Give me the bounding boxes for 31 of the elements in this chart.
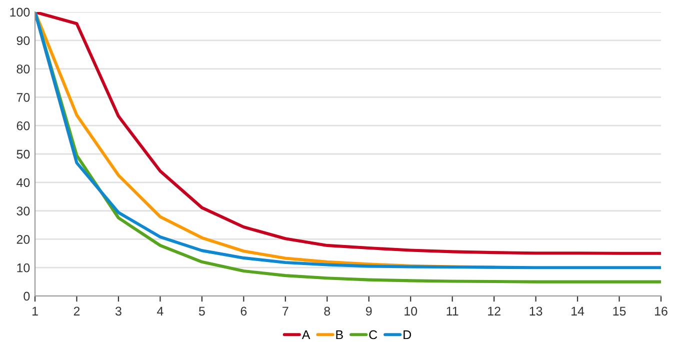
x-tick-label: 10 bbox=[404, 306, 418, 316]
x-tick-label: 1 bbox=[32, 306, 38, 316]
x-tick-label: 7 bbox=[282, 306, 288, 316]
x-tick-label: 14 bbox=[572, 306, 584, 316]
legend-label: A bbox=[302, 330, 310, 340]
x-tick-label: 12 bbox=[488, 306, 500, 316]
y-tick-label: 80 bbox=[16, 64, 30, 74]
y-tick-label: 50 bbox=[16, 150, 30, 159]
legend-label: D bbox=[404, 330, 412, 340]
legend-label: B bbox=[336, 330, 343, 340]
y-tick-label: 100 bbox=[10, 8, 30, 17]
y-tick-label: 0 bbox=[24, 292, 30, 301]
x-tick-label: 3 bbox=[115, 306, 122, 316]
y-tick-label: 30 bbox=[16, 206, 30, 216]
x-tick-label: 15 bbox=[613, 306, 626, 316]
x-tick-label: 6 bbox=[240, 306, 247, 316]
y-tick-label: 70 bbox=[16, 93, 30, 102]
x-tick-label: 16 bbox=[655, 306, 668, 316]
x-tick-label: 8 bbox=[324, 306, 330, 316]
y-tick-label: 20 bbox=[16, 235, 30, 244]
legend-label: C bbox=[369, 330, 378, 340]
x-tick-label: 11 bbox=[446, 306, 458, 316]
y-tick-label: 90 bbox=[16, 36, 30, 46]
y-tick-label: 10 bbox=[17, 263, 30, 272]
x-tick-label: 9 bbox=[366, 306, 372, 316]
y-tick-label: 40 bbox=[16, 178, 30, 188]
x-tick-label: 5 bbox=[198, 306, 205, 316]
x-tick-label: 2 bbox=[74, 306, 80, 316]
x-tick-label: 4 bbox=[157, 306, 164, 316]
x-tick-label: 13 bbox=[530, 306, 542, 316]
y-tick-label: 60 bbox=[16, 121, 30, 130]
